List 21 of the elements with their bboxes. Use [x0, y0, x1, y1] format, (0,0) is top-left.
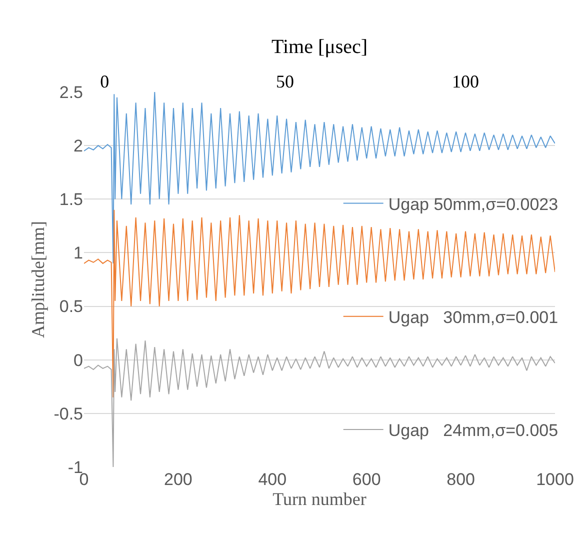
y-tick-label: -0.5	[54, 404, 83, 424]
y-tick-label: 0	[74, 350, 83, 370]
legend-label: Ugap 50mm,σ=0.0023	[388, 194, 558, 214]
y-tick-label: 2	[74, 136, 83, 156]
y-tick-label: 2.5	[59, 82, 83, 102]
x-axis-title: Turn number	[272, 489, 366, 509]
x2-tick-label: 100	[452, 71, 479, 92]
x-tick-label: 400	[258, 470, 287, 489]
x2-tick-label: 50	[276, 71, 294, 92]
y-tick-label: 1.5	[59, 190, 83, 210]
y-tick-label: 0.5	[59, 297, 83, 316]
y-tick-label: 1	[74, 244, 83, 263]
x2-axis-title: Time [μsec]	[271, 36, 368, 58]
legend-label: Ugap 24mm,σ=0.005	[388, 421, 558, 440]
x-tick-label: 600	[352, 470, 381, 489]
x2-tick-label: 0	[100, 71, 110, 92]
legend-label: Ugap 30mm,σ=0.001	[388, 308, 558, 328]
x-tick-label: 200	[164, 470, 192, 489]
x-tick-label: 800	[446, 470, 475, 489]
x-tick-label: 1000	[536, 470, 574, 489]
y-axis-title: Amplitude[mm]	[28, 221, 48, 338]
